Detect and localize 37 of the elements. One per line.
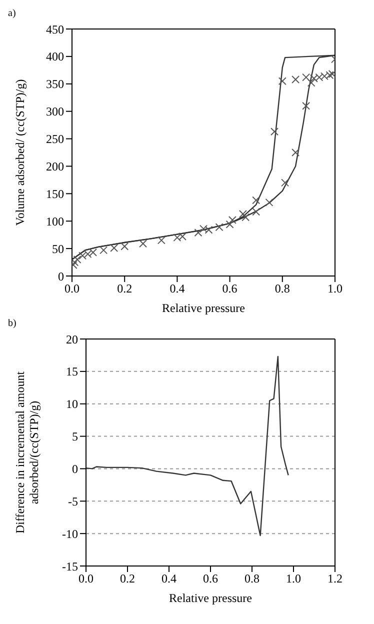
y-tick-label: 5 (72, 430, 78, 444)
y-tick-label: -15 (62, 559, 78, 574)
text: b) (8, 318, 18, 331)
x-tick-label: 0.6 (222, 282, 238, 296)
x-tick-label: 0.4 (162, 572, 176, 586)
y-tick-label: -10 (62, 526, 78, 541)
y-tick-label: 0 (58, 269, 64, 284)
y-tick-label: 150 (46, 186, 64, 201)
x-axis-title: Relative pressure (162, 301, 245, 315)
y-tick-label: 100 (46, 214, 64, 228)
x-tick-label: 0.4 (170, 282, 185, 296)
x-axis-title: Relative pressure (169, 591, 252, 605)
y-tick-label: 350 (46, 77, 64, 92)
x-tick-label: 0.6 (203, 572, 218, 586)
y-tick-label: 250 (46, 132, 64, 146)
y-tick-label: -5 (68, 494, 78, 508)
y-tick-label: 0 (72, 462, 78, 476)
x-tick-label: 1.0 (286, 572, 301, 586)
y-tick-label: 15 (66, 364, 78, 379)
y-tick-label: 20 (66, 332, 78, 346)
y-tick-label: 200 (46, 159, 64, 174)
x-tick-label: 0.0 (64, 282, 80, 296)
y-tick-label: 10 (66, 397, 78, 412)
x-tick-label: 0.2 (120, 572, 135, 586)
y-axis-title: Volume adsorbed/ (cc(STP)/g) (13, 79, 27, 226)
y-tick-label: 50 (52, 242, 64, 256)
y-tick-label: 400 (46, 50, 64, 64)
x-tick-label: 0.0 (78, 572, 94, 586)
x-tick-label: 0.2 (117, 282, 132, 296)
y-axis-title: Difference in incremental amount adsorbed/(cc(STP)/g) (13, 370, 41, 534)
x-tick-label: 0.8 (274, 282, 290, 296)
y-tick-label: 300 (46, 104, 64, 119)
y-tick-label: 450 (46, 22, 64, 36)
x-tick-label: 1.2 (328, 572, 342, 586)
x-tick-label: 1.0 (328, 282, 342, 296)
x-tick-label: 0.8 (244, 572, 260, 586)
text: a) (8, 8, 17, 21)
